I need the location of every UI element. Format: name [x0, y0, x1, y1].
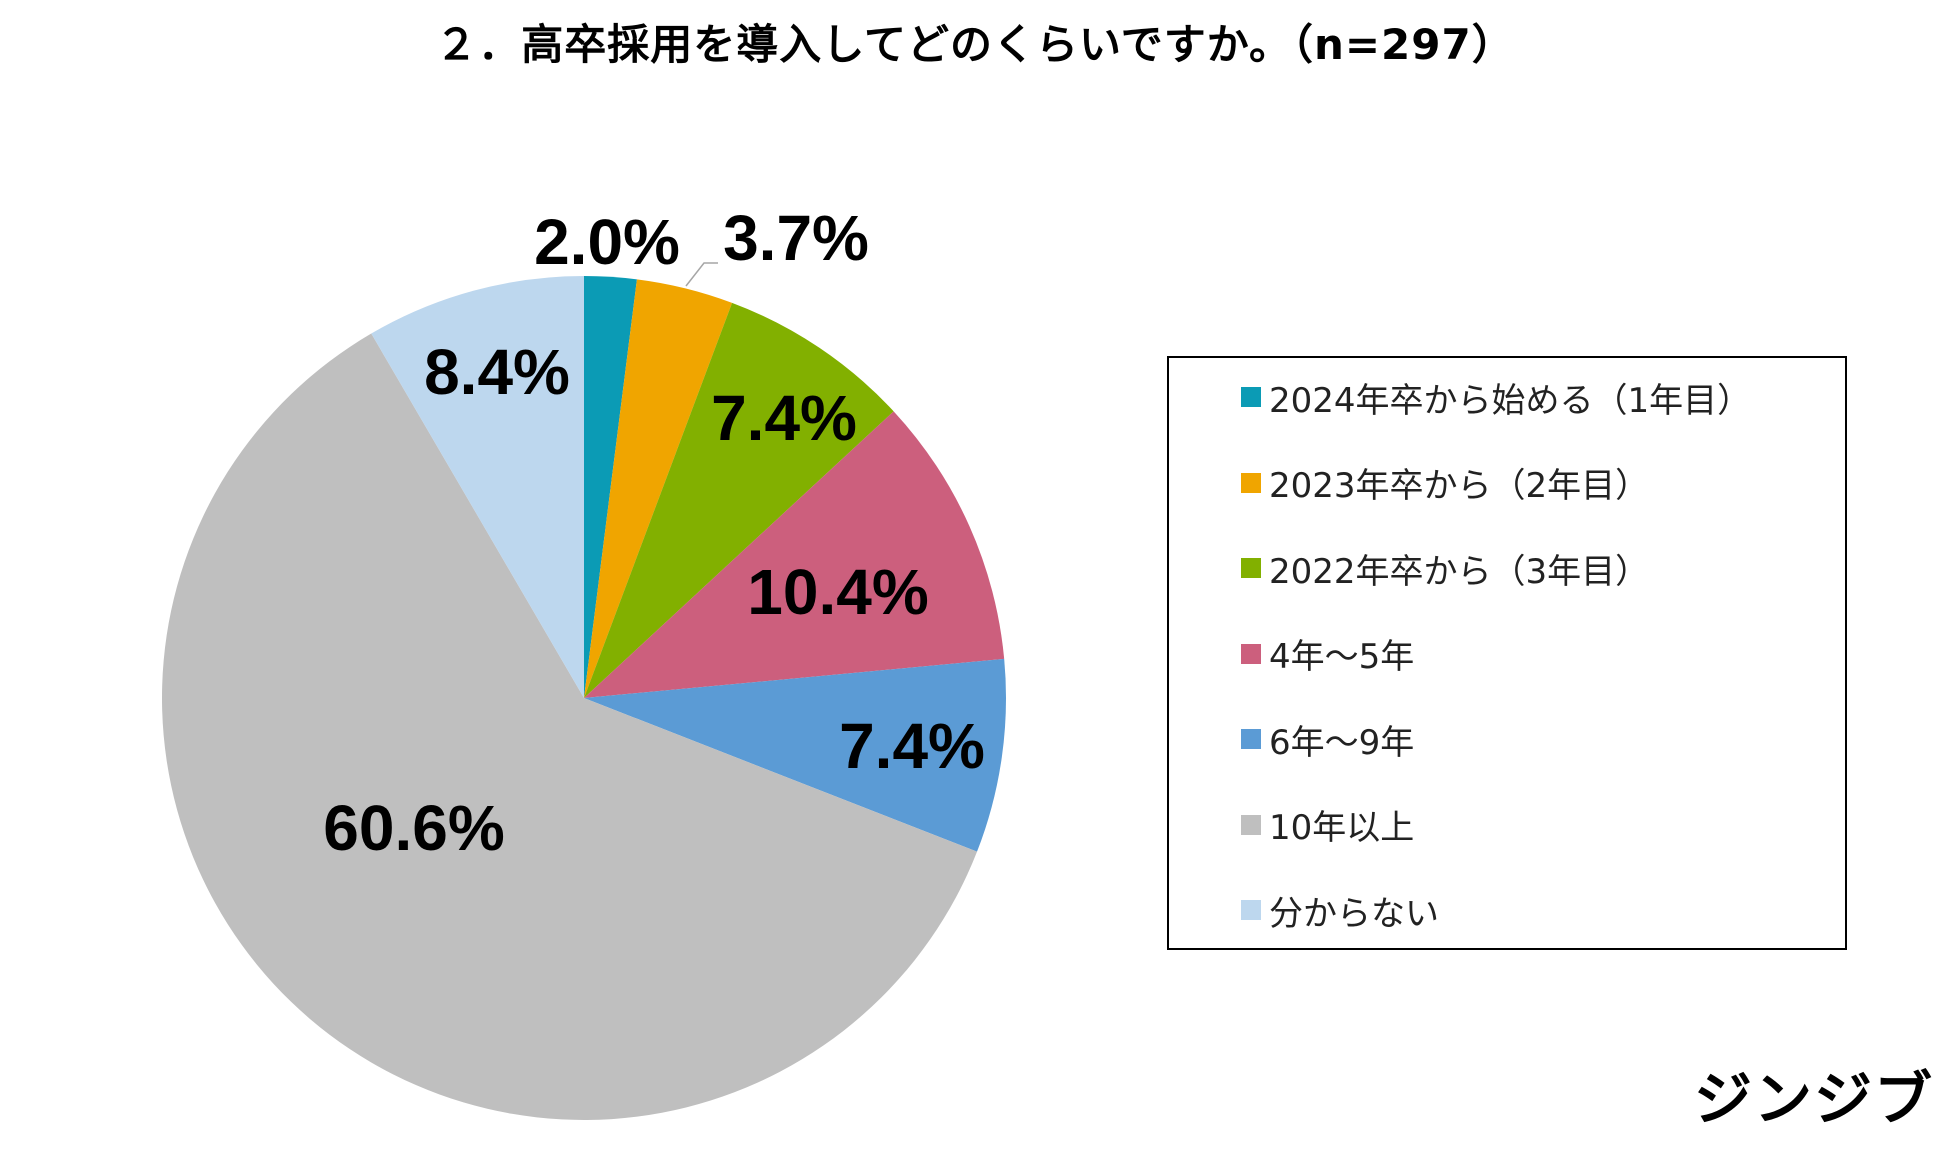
legend-item: 分からない — [1241, 885, 1439, 935]
legend-label: 6年～9年 — [1269, 722, 1415, 763]
legend-item: 2024年卒から始める（1年目） — [1241, 372, 1751, 422]
legend-swatch — [1241, 643, 1261, 664]
pie-slice-3 — [584, 302, 894, 698]
data-label-4: 10.4% — [747, 556, 928, 628]
legend-swatch — [1241, 729, 1261, 749]
pie-data-labels: 2.0% 3.7% 7.4% 10.4% 7.4% 60.6% 8.4% — [323, 202, 985, 864]
legend-item: 4年～5年 — [1241, 629, 1414, 679]
pie-slice-2 — [584, 279, 733, 698]
legend-label: 10年以上 — [1269, 808, 1415, 848]
legend-swatch — [1241, 900, 1261, 920]
legend-item: 6年～9年 — [1241, 714, 1414, 764]
legend-swatch — [1241, 558, 1261, 578]
pie-slice-5 — [584, 658, 1006, 852]
legend-swatch — [1241, 387, 1261, 407]
brand-logo: ジンジブ — [1693, 1065, 1934, 1133]
data-label-5: 7.4% — [839, 710, 985, 782]
data-label-6: 60.6% — [323, 792, 504, 864]
pie-slice-7 — [371, 276, 584, 698]
legend-item: 10年以上 — [1241, 800, 1414, 850]
chart-title: ２．高卒採用を導入してどのくらいですか。（n=297） — [435, 20, 1515, 69]
legend: 2024年卒から始める（1年目） 2023年卒から（2年目） 2022年卒から（3年… — [1167, 356, 1847, 950]
legend-swatch — [1241, 814, 1261, 835]
data-label-2: 3.7% — [723, 202, 869, 274]
data-label-7: 8.4% — [424, 336, 570, 408]
data-label-1: 2.0% — [534, 206, 680, 278]
legend-label: 2022年卒から（3年目） — [1269, 551, 1650, 592]
leader-line-3-7 — [685, 262, 718, 287]
legend-item: 2023年卒から（2年目） — [1241, 458, 1649, 508]
pie-slice-4 — [584, 411, 1005, 698]
legend-label: 2024年卒から始める（1年目） — [1269, 380, 1752, 421]
pie-slice-6 — [161, 333, 978, 1121]
legend-item: 2022年卒から（3年目） — [1241, 543, 1649, 593]
pie-slice-1 — [584, 276, 637, 698]
data-label-3: 7.4% — [711, 382, 857, 454]
legend-label: 2023年卒から（2年目） — [1269, 466, 1650, 506]
pie-slices — [161, 276, 1006, 1121]
legend-label: 分からない — [1269, 893, 1439, 934]
legend-label: 4年～5年 — [1269, 637, 1415, 677]
legend-swatch — [1241, 472, 1261, 493]
